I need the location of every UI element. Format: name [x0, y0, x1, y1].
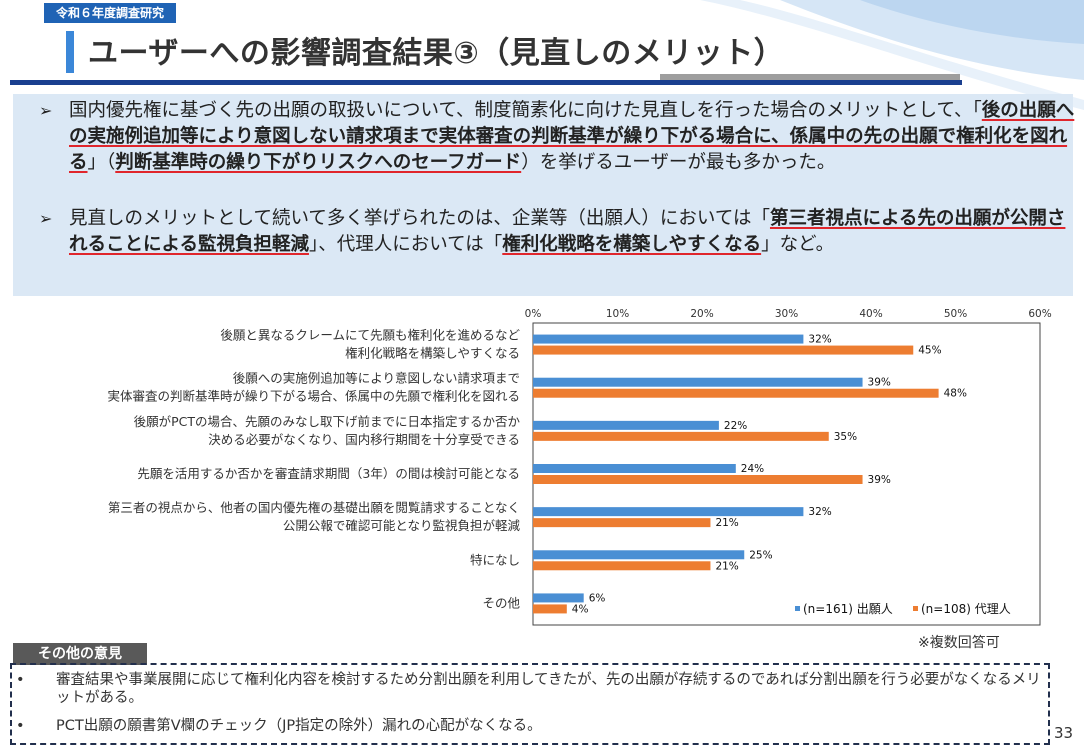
bullet-text: ）を挙げるユーザーが最も多かった。 — [521, 152, 836, 173]
multiple-answer-note: ※複数回答可 — [918, 635, 1000, 651]
bar-applicant — [533, 593, 584, 603]
other-opinion-text: PCT出願の願書第Ⅴ欄のチェック（JP指定の除外）漏れの心配がなくなる。 — [56, 718, 542, 734]
highlight-text: 第三者視点による先の出願が公開されることによる監視負担軽減 — [69, 208, 1066, 255]
bar-applicant — [533, 420, 719, 430]
bullet-dot: • — [16, 718, 25, 734]
other-opinion-text: 審査結果や事業展開に応じて権利化内容を検討するため分割出願を利用してきたが、先の… — [56, 672, 1041, 706]
category-label: その他 — [482, 595, 520, 610]
year-tag: 令和６年度調査研究 — [44, 3, 177, 23]
data-label: 39% — [868, 474, 891, 486]
category-label: 実体審査の判断基準時が繰り下がる場合、係属中の先願で権利化を図れる — [107, 389, 520, 404]
legend-swatch-agent — [913, 606, 918, 611]
other-opinions-box: • 審査結果や事業展開に応じて権利化内容を検討するため分割出願を利用してきたが、… — [10, 663, 1050, 745]
highlight-text: 権利化戦略を構築しやすくなる — [502, 234, 762, 255]
data-label: 45% — [918, 345, 941, 357]
bar-applicant — [533, 377, 863, 387]
highlight-text: 後の出願への実施例追加等により意図しない請求項まで実体審査の判断基準が繰り下がる… — [69, 100, 1075, 173]
data-label: 21% — [715, 517, 738, 529]
category-label: 第三者の視点から、他者の国内優先権の基礎出願を閲覧請求することなく — [108, 500, 520, 515]
arrow-bullet-icon: ➢ — [39, 101, 53, 120]
bullet-text: 国内優先権に基づく先の出願の取扱いについて、制度簡素化に向けた見直しを行った場合… — [69, 100, 982, 121]
bullet-text: 」など。 — [761, 234, 835, 255]
page-number: 33 — [1054, 724, 1074, 742]
category-label: 後願への実施例追加等により意図しない請求項まで — [233, 371, 520, 386]
bar-agent — [533, 604, 567, 614]
data-label: 4% — [572, 603, 589, 615]
category-label: 後願がPCTの場合、先願のみなし取下げ前までに日本指定するか否か — [134, 414, 521, 429]
data-label: 32% — [808, 334, 831, 346]
bar-applicant — [533, 334, 804, 344]
summary-box: ➢ 国内優先権に基づく先の出願の取扱いについて、制度簡素化に向けた見直しを行った… — [13, 94, 1075, 296]
x-tick-label: 60% — [1028, 308, 1051, 320]
title-underline-blue — [10, 80, 962, 85]
x-tick-label: 50% — [944, 308, 967, 320]
data-label: 22% — [724, 420, 747, 432]
bullet-text: 」（ — [87, 152, 116, 173]
category-label: 権利化戦略を構築しやすくなる — [345, 346, 520, 361]
category-label: 特になし — [470, 552, 520, 567]
category-label: 先願を活用するか否かを審査請求期間（3年）の間は検討可能となる — [137, 466, 520, 481]
data-label: 6% — [589, 592, 606, 604]
bar-agent — [533, 518, 711, 528]
bar-agent — [533, 561, 711, 571]
data-label: 24% — [741, 463, 764, 475]
bullet-text: 」、代理人においては「 — [308, 234, 503, 255]
highlight-text: 判断基準時の繰り下がりリスクへのセーフガード — [115, 152, 522, 173]
bullet-dot: • — [16, 672, 25, 688]
page-title: ユーザーへの影響調査結果③（見直しのメリット） — [88, 36, 785, 71]
bar-agent — [533, 345, 914, 355]
bar-applicant — [533, 550, 745, 560]
data-label: 39% — [868, 377, 891, 389]
x-tick-label: 20% — [690, 308, 713, 320]
bar-agent — [533, 475, 863, 484]
data-label: 25% — [749, 549, 772, 561]
plot-area-frame — [532, 322, 1041, 626]
bar-applicant — [533, 507, 804, 517]
x-tick-label: 10% — [606, 308, 629, 320]
category-label: 公開公報で確認可能となり監視負担が軽減 — [283, 518, 521, 533]
category-label: 後願と異なるクレームにて先願も権利化を進めるなど — [220, 328, 520, 343]
bar-agent — [533, 388, 939, 398]
legend-swatch-applicant — [795, 606, 800, 611]
bar-chart: 0% 10% 20% 30% 40% 50% 60% 後願と異なるクレームにて先願も権利化を進… — [107, 308, 1052, 626]
bar-agent — [533, 431, 829, 441]
data-label: 21% — [715, 560, 738, 572]
data-label: 32% — [808, 506, 831, 518]
data-label: 35% — [834, 431, 857, 443]
bullet-text: 見直しのメリットとして続いて多く挙げられたのは、企業等（出願人）においては「 — [69, 208, 770, 229]
x-tick-label: 30% — [775, 308, 798, 320]
bar-applicant — [533, 464, 736, 473]
title-underline-gray — [660, 74, 960, 80]
legend-label-agent: (n=108) 代理人 — [921, 602, 1011, 616]
legend-label-applicant: (n=161) 出願人 — [803, 602, 893, 616]
other-opinions-tag: その他の意見 — [13, 643, 147, 665]
data-label: 48% — [944, 388, 967, 400]
category-label: 決める必要がなくなり、国内移行期間を十分享受できる — [208, 432, 520, 447]
x-tick-label: 40% — [859, 308, 882, 320]
arrow-bullet-icon: ➢ — [39, 209, 53, 228]
title-accent-bar — [66, 31, 74, 73]
x-tick-label: 0% — [525, 308, 542, 320]
